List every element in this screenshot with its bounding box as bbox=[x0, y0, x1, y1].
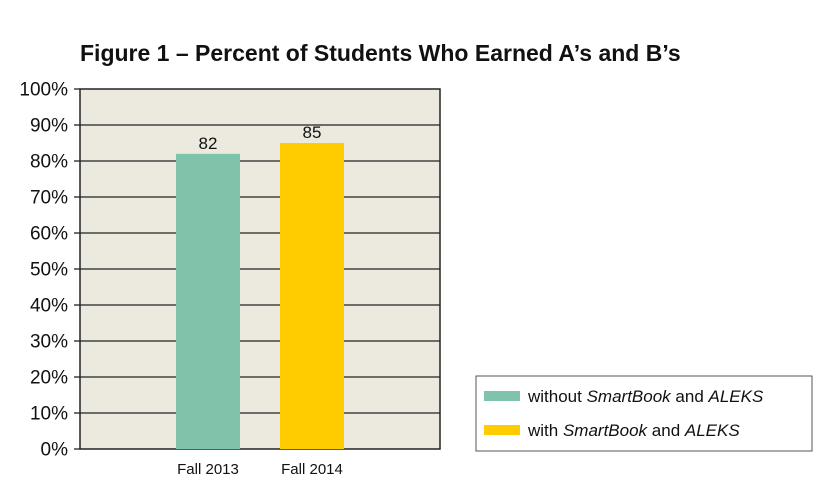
y-tick-label: 40% bbox=[30, 296, 68, 317]
y-tick-label: 0% bbox=[41, 440, 69, 461]
bar-fall-2014 bbox=[280, 143, 344, 449]
gridlines bbox=[80, 124, 440, 414]
legend-swatch bbox=[484, 391, 520, 401]
legend-text-part: without bbox=[527, 387, 587, 406]
y-tick-label: 10% bbox=[30, 404, 68, 425]
x-category-label: Fall 2014 bbox=[281, 461, 343, 478]
legend-text-part: SmartBook bbox=[563, 421, 649, 440]
y-tick-label: 50% bbox=[30, 260, 68, 281]
legend-swatch bbox=[484, 425, 520, 435]
legend-box bbox=[475, 375, 813, 452]
bar-fall-2013 bbox=[176, 153, 240, 450]
data-label: 82 bbox=[199, 134, 218, 153]
legend-text-part: and bbox=[671, 387, 709, 406]
chart-title: Figure 1 – Percent of Students Who Earne… bbox=[80, 40, 681, 66]
legend-text-part: SmartBook bbox=[587, 387, 673, 406]
y-tick-label: 100% bbox=[19, 80, 68, 101]
y-tick-label: 30% bbox=[30, 332, 68, 353]
data-label: 85 bbox=[303, 123, 322, 142]
legend-text-part: with bbox=[527, 421, 563, 440]
x-axis: Fall 2013 Fall 2014 bbox=[177, 461, 343, 478]
legend-entry-label: with SmartBook and ALEKS bbox=[527, 421, 740, 440]
y-tick-label: 80% bbox=[30, 152, 68, 173]
y-tick-label: 70% bbox=[30, 188, 68, 209]
legend-text-part: ALEKS bbox=[708, 387, 764, 406]
legend-text-part: and bbox=[647, 421, 685, 440]
x-category-label: Fall 2013 bbox=[177, 461, 239, 478]
legend-text-part: ALEKS bbox=[684, 421, 740, 440]
y-tick-label: 60% bbox=[30, 224, 68, 245]
y-axis: 0% 10% 20% 30% 40% 50% 60% 70% 80% 90% 100% bbox=[19, 80, 80, 461]
legend-entry-label: without SmartBook and ALEKS bbox=[527, 387, 764, 406]
y-tick-label: 90% bbox=[30, 116, 68, 137]
bars: 82 85 bbox=[176, 123, 344, 450]
y-tick-label: 20% bbox=[30, 368, 68, 389]
